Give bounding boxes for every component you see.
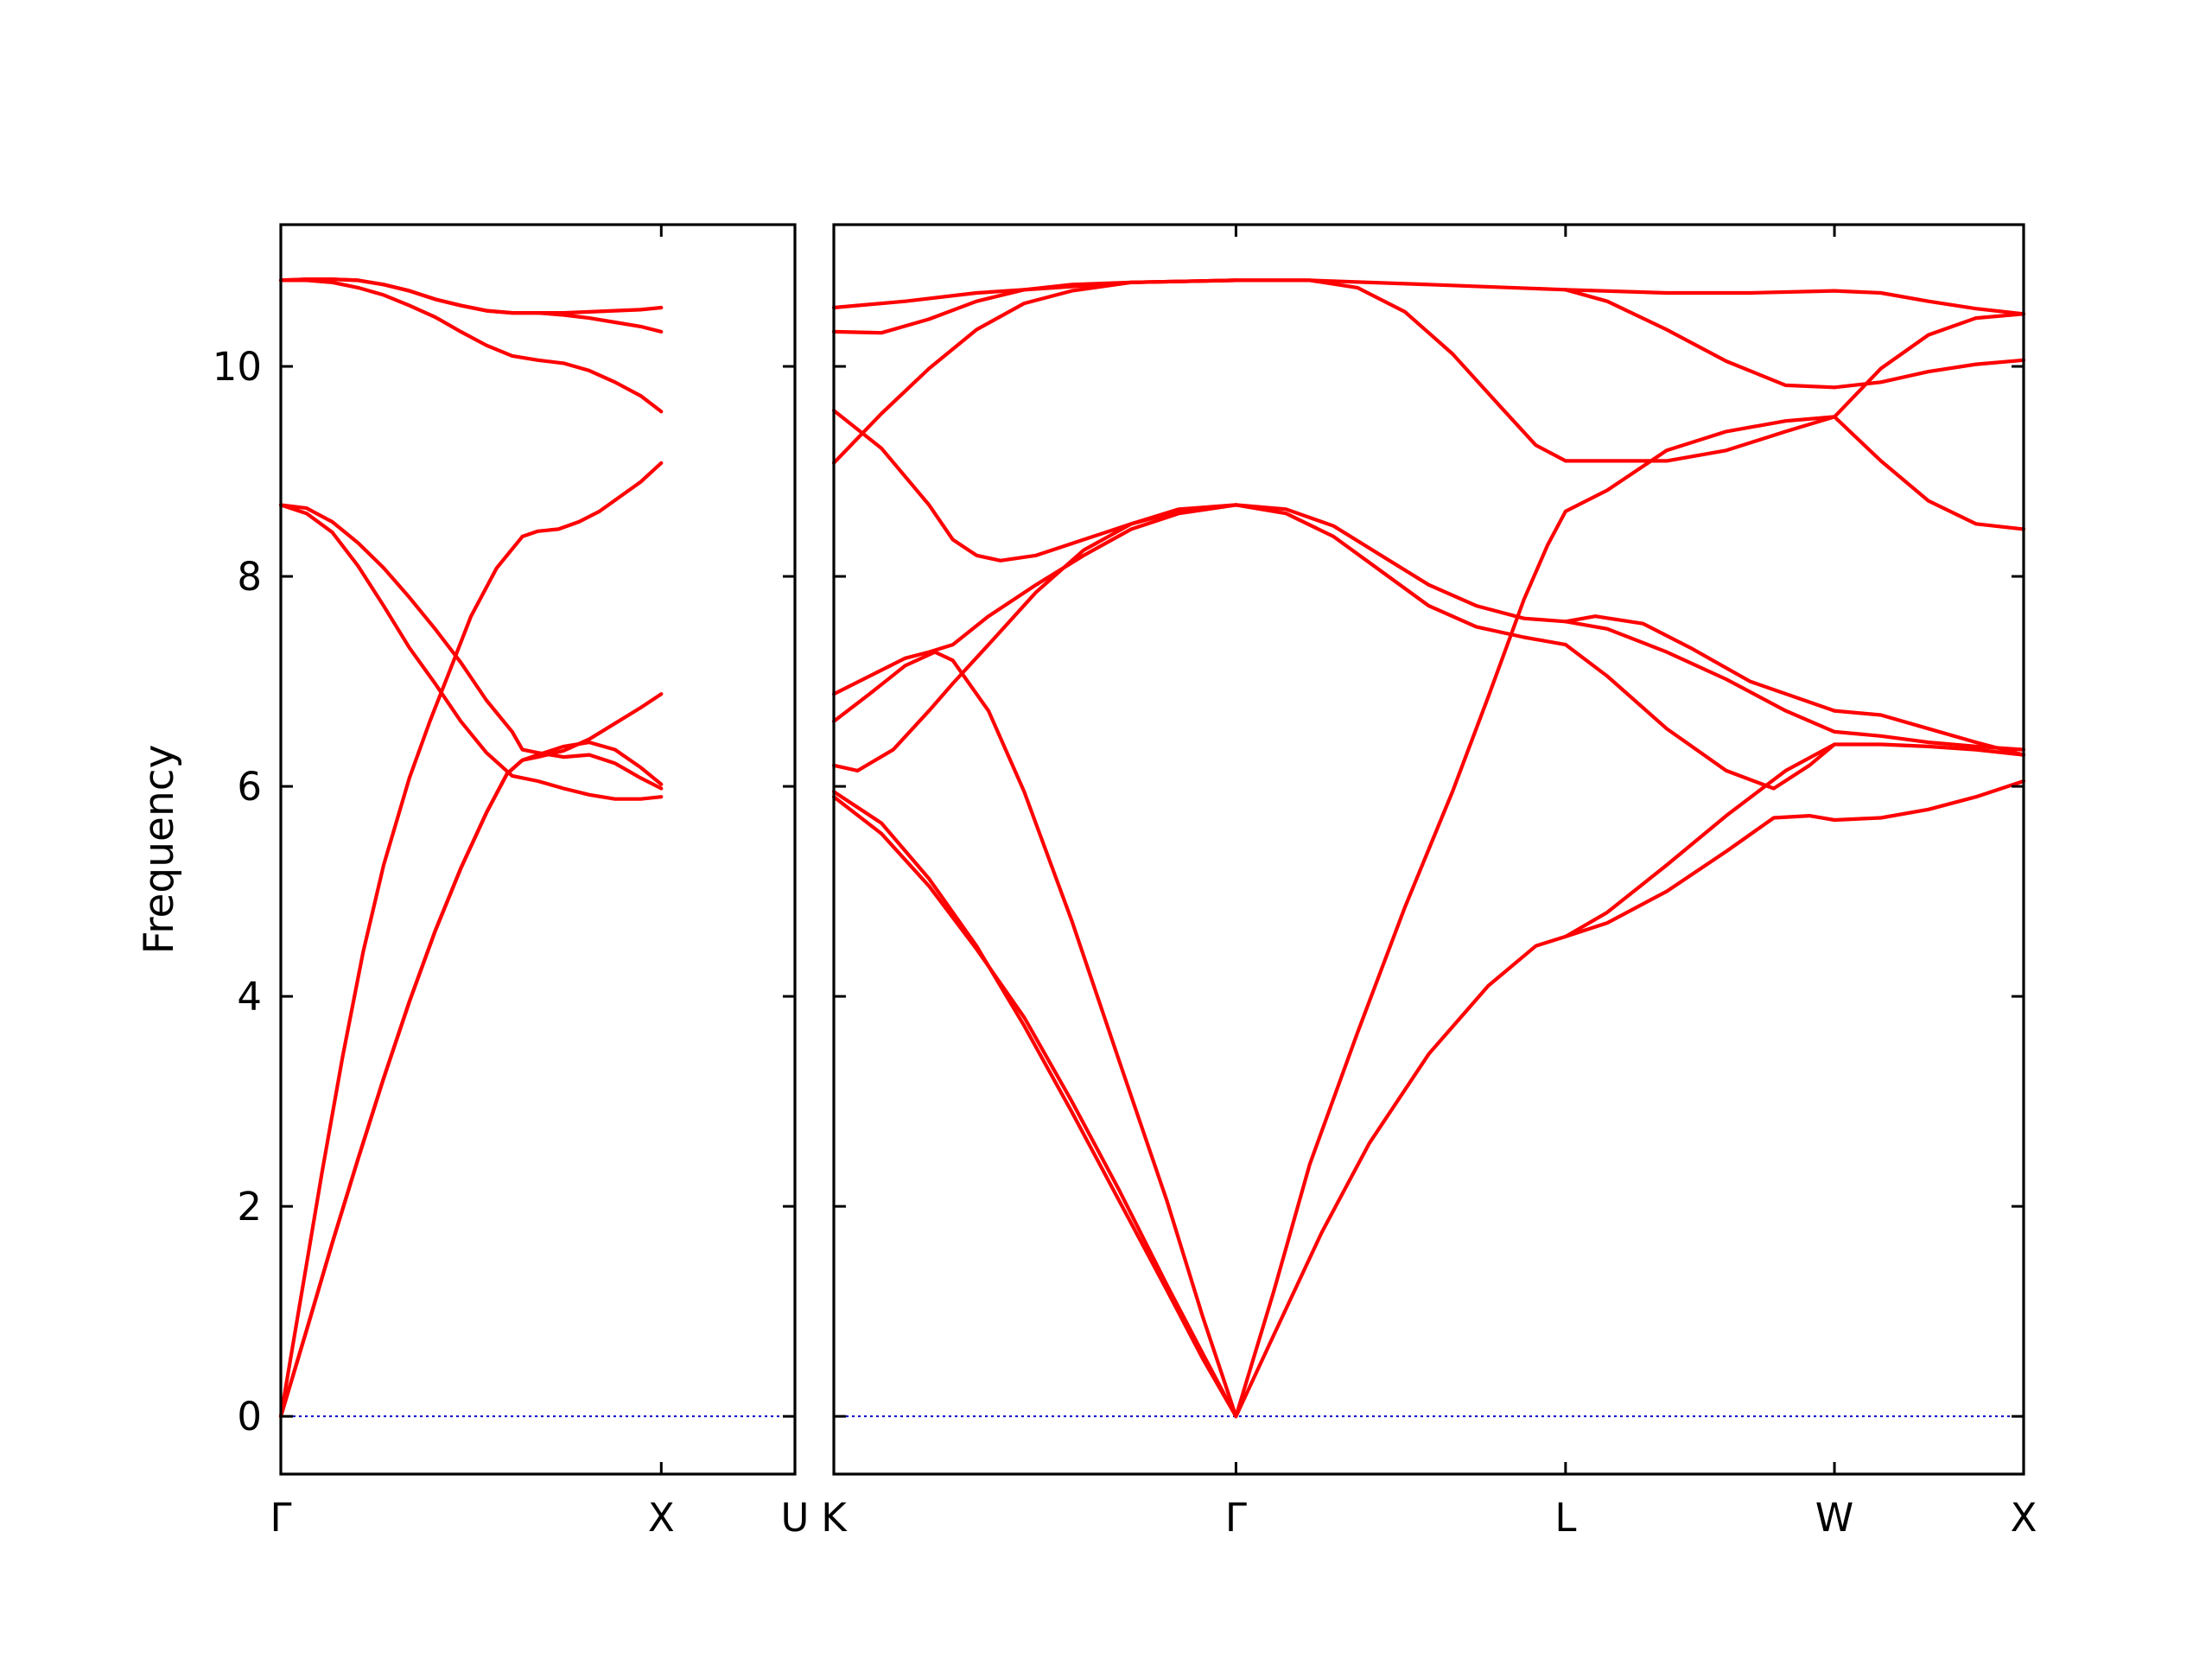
y-axis-label: Frequency (136, 745, 183, 955)
band-line-2 (831, 790, 1238, 1419)
band-line-13 (1234, 503, 1567, 624)
band-line-18 (1563, 288, 1837, 390)
band-line-22 (1563, 614, 1837, 713)
band-line-20 (1563, 643, 1837, 791)
band-line-28 (1833, 289, 2026, 316)
band-line-4 (278, 503, 664, 801)
y-tick-label: 8 (237, 554, 262, 600)
y-tick-label: 4 (237, 974, 262, 1020)
x-tick-label: Γ (270, 1495, 291, 1541)
band-line-21 (1563, 620, 1837, 734)
band-line-11 (1234, 934, 1567, 1419)
band-line-29 (1833, 742, 2026, 757)
band-line-12 (1234, 503, 1567, 647)
x-tick-label: U (781, 1495, 810, 1541)
panel-frame (832, 223, 2025, 1476)
band-line-1 (831, 795, 1238, 1419)
x-tick-label: Γ (1225, 1495, 1247, 1541)
y-tick-label: 6 (237, 764, 262, 810)
band-line-2 (278, 692, 664, 1419)
band-line-19 (1563, 288, 1837, 296)
band-line-26 (1833, 415, 2026, 531)
band-line-14 (1234, 278, 1567, 463)
band-line-16 (1563, 415, 1837, 513)
band-line-15 (1234, 278, 1567, 292)
band-line-10 (1234, 509, 1567, 1419)
band-line-3 (831, 650, 1238, 1419)
band-line-5 (831, 503, 1238, 772)
band-line-4 (831, 503, 1238, 696)
y-tick-label: 10 (213, 344, 262, 390)
band-line-25 (1833, 312, 2026, 419)
panel-1: 0 2 4 6 8 10 Γ X U (213, 223, 810, 1541)
band-line-6 (831, 409, 1238, 563)
band-line-24 (1563, 742, 1837, 938)
band-line-6 (278, 278, 664, 414)
x-tick-label: L (1554, 1495, 1576, 1541)
band-line-5 (278, 503, 664, 791)
band-line-31 (1833, 709, 2026, 757)
band-line-9 (831, 278, 1238, 310)
x-tick-label: W (1815, 1495, 1854, 1541)
band-line-7 (278, 277, 664, 334)
x-tick-label: X (2011, 1495, 2037, 1541)
x-tick-label: X (648, 1495, 675, 1541)
band-line-17 (1563, 415, 1837, 463)
band-line-1 (278, 461, 664, 1419)
plot-layer: 0 2 4 6 8 10 Γ X U K Γ L W X (213, 223, 2037, 1541)
band-line-27 (1833, 358, 2026, 390)
band-line-23 (1563, 814, 1837, 938)
band-line-32 (1833, 779, 2026, 823)
band-line-8 (278, 277, 664, 315)
y-tick-label: 2 (237, 1184, 262, 1230)
y-tick-label: 0 (237, 1394, 262, 1440)
panel-frame (279, 223, 797, 1476)
band-line-7 (831, 278, 1238, 465)
band-line-3 (278, 741, 664, 1419)
x-tick-label: K (821, 1495, 848, 1541)
